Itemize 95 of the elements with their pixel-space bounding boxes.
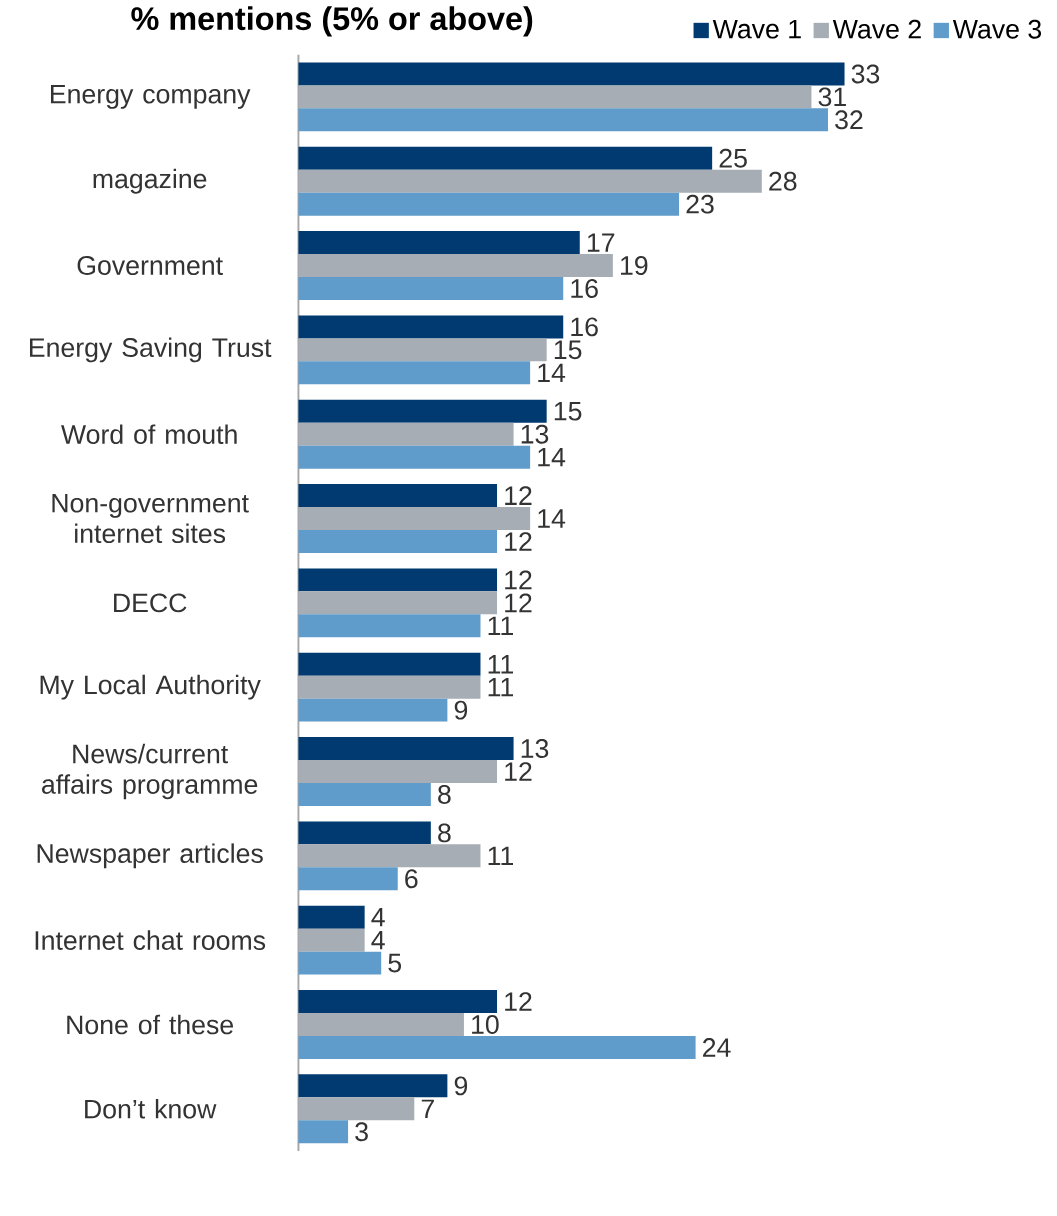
data-label: 16 [571,317,598,337]
bar [298,591,498,615]
bar [298,399,547,423]
y-tick-label: News/current affairs programme [42,743,258,800]
bar [298,530,498,553]
bar [298,422,514,446]
y-tick-label: Internet chat rooms [35,930,266,950]
data-label: 13 [521,739,549,758]
bar [298,85,812,109]
bar [298,951,382,975]
data-label: 32 [835,110,863,130]
data-label: 8 [438,784,451,804]
y-tick-label: None of these [67,1014,233,1035]
bar [298,1074,448,1098]
y-tick-label: Non-government internet sites [52,493,249,544]
data-label: 9 [454,1076,468,1096]
y-tick-label: Don’t know [85,1099,217,1119]
bar [298,737,514,761]
bar [298,675,481,699]
data-label: 12 [505,570,532,590]
bar [298,698,448,722]
bar [298,338,547,362]
data-label: 3 [355,1122,368,1142]
bar [298,1013,464,1036]
y-tick-label: Government [77,256,223,275]
data-label: 31 [818,87,846,107]
bar [298,614,481,638]
bar [298,1120,349,1144]
y-tick-label: Newspaper articles [37,843,263,869]
data-label: 17 [587,233,615,252]
bar [298,652,481,676]
bar [298,867,398,891]
legend-label: Wave 2 [832,19,921,39]
y-tick-label: magazine [93,168,207,194]
data-label: 11 [488,616,513,635]
bar [298,760,498,783]
data-label: 10 [472,1015,499,1034]
bar [298,844,481,868]
data-label: 7 [421,1099,434,1118]
bar [298,1097,415,1121]
data-label: 13 [521,424,549,444]
bar [298,821,431,845]
y-tick-label: DECC [114,593,187,613]
bar [298,905,365,929]
y-tick-label: Energy company [50,84,251,109]
bar [298,1035,696,1059]
bar [298,782,431,806]
bar [298,445,531,469]
data-label: 5 [388,953,402,973]
data-label: 9 [454,700,468,720]
data-label: 12 [505,486,532,505]
bar [298,484,498,508]
data-label: 15 [554,340,582,360]
bar [298,568,498,592]
legend-label: Wave 3 [952,19,1042,39]
bar [298,231,580,255]
bar [298,361,531,385]
bar [298,315,564,339]
data-label: 28 [769,171,797,191]
data-label: 4 [371,908,385,927]
data-label: 25 [719,148,747,168]
data-label: 11 [488,678,513,697]
data-label: 12 [505,532,532,551]
chart-title: % mentions (5% or above) [131,6,533,37]
y-tick-label: My Local Authority [40,674,261,700]
data-label: 19 [621,256,648,275]
bar [298,507,531,530]
data-label: 14 [538,363,566,382]
y-tick-label: Word of mouth [61,424,237,444]
data-label: 8 [438,823,451,843]
data-label: 24 [703,1038,731,1057]
data-label: 14 [538,509,566,528]
data-label: 12 [505,992,532,1011]
data-label: 11 [488,846,513,865]
data-label: 14 [538,447,566,467]
bar [298,169,762,193]
data-label: 15 [554,401,582,421]
data-label: 33 [851,64,880,84]
data-label: 23 [686,194,714,214]
data-label: 16 [571,279,598,298]
bar [298,146,713,170]
bar [298,254,613,278]
bar [298,928,365,952]
data-label: 11 [488,655,513,674]
bar [298,192,680,216]
y-tick-label: Energy Saving Trust [29,337,272,363]
data-label: 6 [405,869,418,889]
bar [298,108,828,132]
data-label: 12 [505,593,532,613]
bar [298,277,564,300]
bar [298,62,845,86]
bar [298,990,498,1013]
data-label: 12 [505,762,532,781]
data-label: 4 [371,930,385,950]
legend-label: Wave 1 [712,19,801,39]
